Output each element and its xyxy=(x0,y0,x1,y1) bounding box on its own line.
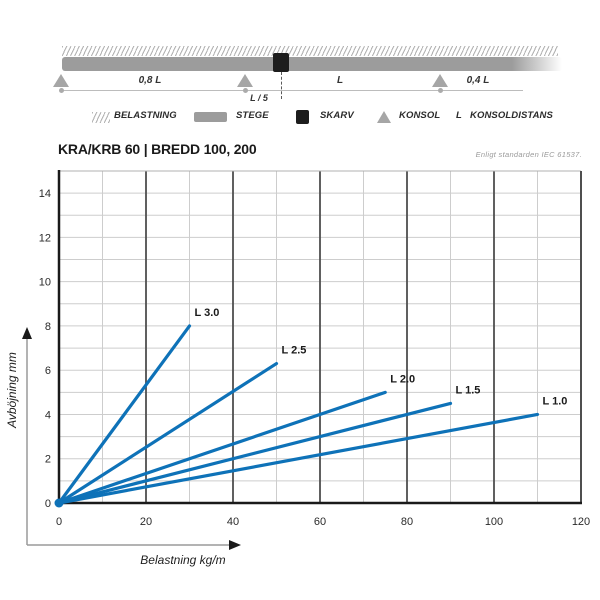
series-label: L 1.5 xyxy=(456,384,481,396)
legend-label-belastning: BELASTNING xyxy=(114,110,177,121)
dim-label-right: 0,4 L xyxy=(466,75,490,86)
x-tick-label: 40 xyxy=(227,516,239,528)
x-tick-label: 120 xyxy=(572,516,590,528)
x-axis-arrow-head xyxy=(229,540,241,550)
bracket-icon xyxy=(53,74,69,87)
y-tick-label: 4 xyxy=(45,409,51,421)
dimension-line xyxy=(62,90,523,91)
series-line xyxy=(57,361,279,505)
joint-dashed-line xyxy=(281,72,282,99)
dimension-dot xyxy=(243,88,248,93)
series-label: L 3.0 xyxy=(195,307,220,319)
y-axis-title: Avböjning mm xyxy=(5,352,19,429)
series-line xyxy=(57,324,192,505)
x-tick-label: 60 xyxy=(314,516,326,528)
dim-label-mid: L xyxy=(336,75,344,86)
bracket-icon xyxy=(237,74,253,87)
series-line xyxy=(57,390,387,505)
origin-dot xyxy=(54,498,64,508)
series-label: L 1.0 xyxy=(543,395,568,407)
x-tick-label: 0 xyxy=(56,516,62,528)
legend-label-konsoldistans: KONSOLDISTANS xyxy=(470,110,553,121)
x-axis-title: Belastning kg/m xyxy=(140,553,225,567)
distance-symbol: L xyxy=(456,110,462,121)
bracket-icon xyxy=(377,111,391,123)
y-tick-label: 8 xyxy=(45,321,51,333)
y-tick-label: 10 xyxy=(39,277,51,289)
series-label: L 2.0 xyxy=(390,373,415,385)
y-tick-label: 14 xyxy=(39,188,51,200)
y-tick-label: 6 xyxy=(45,365,51,377)
page-title: KRA/KRB 60 | BREDD 100, 200 xyxy=(58,141,257,157)
y-tick-label: 12 xyxy=(39,232,51,244)
dimension-dot xyxy=(438,88,443,93)
series-line xyxy=(57,412,540,505)
y-axis-arrow-head xyxy=(22,327,32,339)
series-label: L 2.5 xyxy=(282,345,307,357)
x-tick-label: 100 xyxy=(485,516,503,528)
load-hatch-icon xyxy=(92,112,110,123)
legend-label-stege: STEGE xyxy=(236,110,269,121)
series-line xyxy=(57,401,453,505)
y-tick-label: 2 xyxy=(45,454,51,466)
joint-icon xyxy=(296,110,309,124)
ladder-icon xyxy=(194,112,227,122)
bracket-icon xyxy=(432,74,448,87)
x-tick-label: 80 xyxy=(401,516,413,528)
ladder-bar xyxy=(62,57,562,71)
standard-note: Enligt standarden IEC 61537. xyxy=(475,150,582,159)
dim-label-left: 0,8 L xyxy=(138,75,162,86)
legend-label-skarv: SKARV xyxy=(320,110,354,121)
deflection-chart: L 3.0L 2.5L 2.0L 1.5L 1.00 20 40 60 80 100 120… xyxy=(5,170,590,567)
joint-marker xyxy=(273,53,289,72)
load-hatch-strip xyxy=(62,46,558,56)
y-tick-label: 0 xyxy=(45,498,51,510)
dimension-dot xyxy=(59,88,64,93)
x-tick-label: 20 xyxy=(140,516,152,528)
legend-label-konsol: KONSOL xyxy=(399,110,441,121)
dim-label-joint: L / 5 xyxy=(250,93,268,103)
